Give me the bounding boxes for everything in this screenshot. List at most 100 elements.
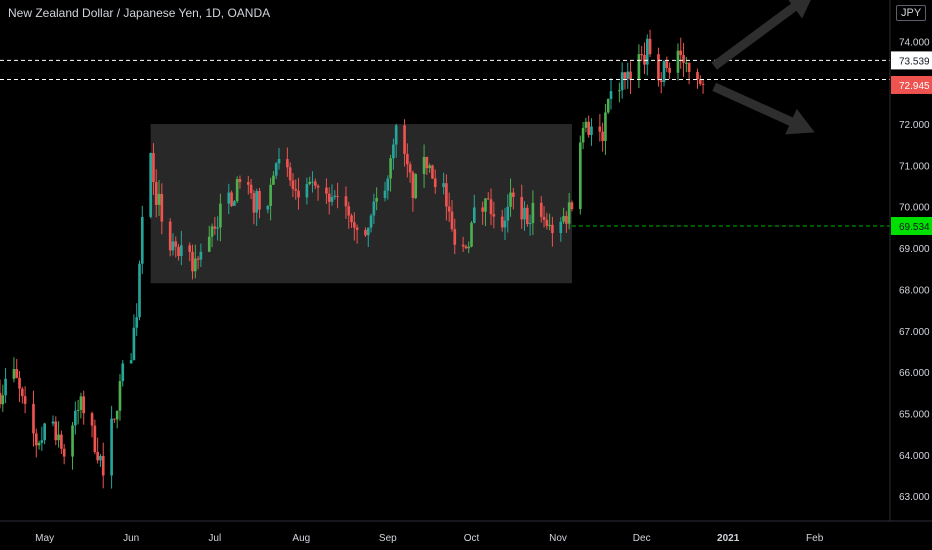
candle-body: [620, 72, 624, 91]
candle-body: [447, 206, 451, 212]
candle-body: [160, 193, 164, 222]
candle-body: [213, 226, 217, 229]
candle-body: [411, 172, 415, 199]
chart-title: New Zealand Dollar / Japanese Yen, 1D, O…: [8, 6, 271, 20]
candle-body: [149, 153, 152, 217]
candle-body: [277, 159, 281, 164]
price-tick-label: 68.000: [899, 285, 930, 296]
candle-body: [687, 62, 691, 73]
candle-body: [433, 178, 437, 188]
candle-body: [313, 181, 317, 186]
candle-body: [570, 202, 574, 210]
candle-body: [308, 181, 312, 185]
candle-body: [297, 190, 300, 198]
candle-body: [51, 421, 55, 424]
candle-body: [665, 61, 669, 68]
candle-body: [135, 317, 139, 328]
candle-body: [129, 360, 133, 364]
candle-body: [79, 396, 83, 410]
candle-body: [115, 410, 119, 420]
candle-body: [191, 251, 194, 272]
candle-body: [520, 196, 524, 220]
candle-body: [347, 206, 351, 216]
candle-body: [249, 184, 253, 194]
price-tick-label: 67.000: [899, 327, 930, 338]
candle-body: [531, 202, 535, 224]
candle-body: [386, 178, 390, 191]
time-tick-label: Feb: [806, 533, 824, 544]
time-axis[interactable]: May Jun Jul Aug Sep Oct Nov Dec 2021 Feb: [0, 520, 932, 544]
candle-body: [372, 201, 376, 216]
candle-body: [327, 193, 331, 202]
time-tick-label: Oct: [464, 533, 480, 544]
candle-body: [472, 207, 476, 223]
candle-body: [101, 455, 105, 476]
candle-body: [604, 112, 607, 141]
price-tick-label: 74.000: [899, 37, 930, 48]
candle-body: [316, 185, 320, 188]
candle-body: [643, 54, 646, 65]
arrow-shaft: [712, 82, 802, 130]
candle-body: [645, 38, 649, 65]
candle-body: [118, 381, 122, 411]
candle-body: [489, 199, 493, 215]
candle-body: [246, 182, 250, 185]
time-tick-label: Jul: [208, 533, 221, 544]
candle-body: [461, 244, 465, 247]
candle-body: [640, 54, 644, 56]
price-label-background: [891, 51, 932, 70]
candle-body: [486, 198, 490, 200]
candle-body: [500, 216, 504, 228]
price-label-background: [891, 75, 932, 94]
candle-body: [464, 246, 468, 249]
candle-body: [121, 363, 125, 382]
candle-body: [606, 99, 610, 113]
candle-body: [330, 197, 334, 202]
candle-body: [609, 91, 613, 100]
candle-body: [291, 180, 295, 189]
candle-body: [392, 144, 395, 159]
candle-body: [450, 211, 454, 230]
candle-body: [235, 179, 239, 202]
candle-body: [152, 153, 155, 183]
candle-body: [140, 216, 144, 264]
price-axis[interactable]: 63.000 64.000 65.000 66.000 67.000 68.000 69.0…: [889, 0, 932, 521]
candle-body: [662, 61, 666, 82]
candle-body: [394, 125, 398, 145]
candle-body: [481, 207, 484, 212]
candle-body: [559, 221, 563, 234]
price-lines-layer: [0, 59, 890, 227]
candle-body: [71, 425, 74, 457]
candle-body: [601, 131, 604, 141]
candle-body: [12, 369, 16, 379]
currency-button[interactable]: JPY: [896, 5, 927, 21]
candle-body: [403, 125, 406, 154]
candle-body: [34, 433, 38, 446]
candle-body: [37, 442, 41, 446]
candle-body: [96, 452, 99, 461]
candle-body: [698, 79, 702, 84]
candle-body: [90, 413, 94, 426]
candle-body: [542, 216, 546, 220]
candle-body: [383, 190, 387, 199]
candle-body: [701, 83, 705, 85]
candle-body: [99, 455, 102, 461]
candle-body: [43, 423, 46, 441]
candle-body: [539, 202, 543, 217]
candle-body: [528, 223, 532, 225]
consolidation-range-box: [150, 124, 572, 284]
candle-body: [269, 184, 272, 206]
candle-body: [132, 327, 136, 361]
candle-body: [492, 214, 496, 217]
time-tick-label: Jun: [123, 533, 139, 544]
candle-body: [219, 203, 222, 228]
candle-body: [503, 220, 507, 228]
candle-body: [676, 50, 680, 73]
candles-layer: [0, 29, 705, 489]
candle-body: [168, 221, 172, 251]
candle-body: [587, 121, 591, 135]
candle-body: [685, 62, 688, 64]
price-tick-label: 64.000: [899, 451, 930, 462]
candle-body: [288, 167, 292, 181]
